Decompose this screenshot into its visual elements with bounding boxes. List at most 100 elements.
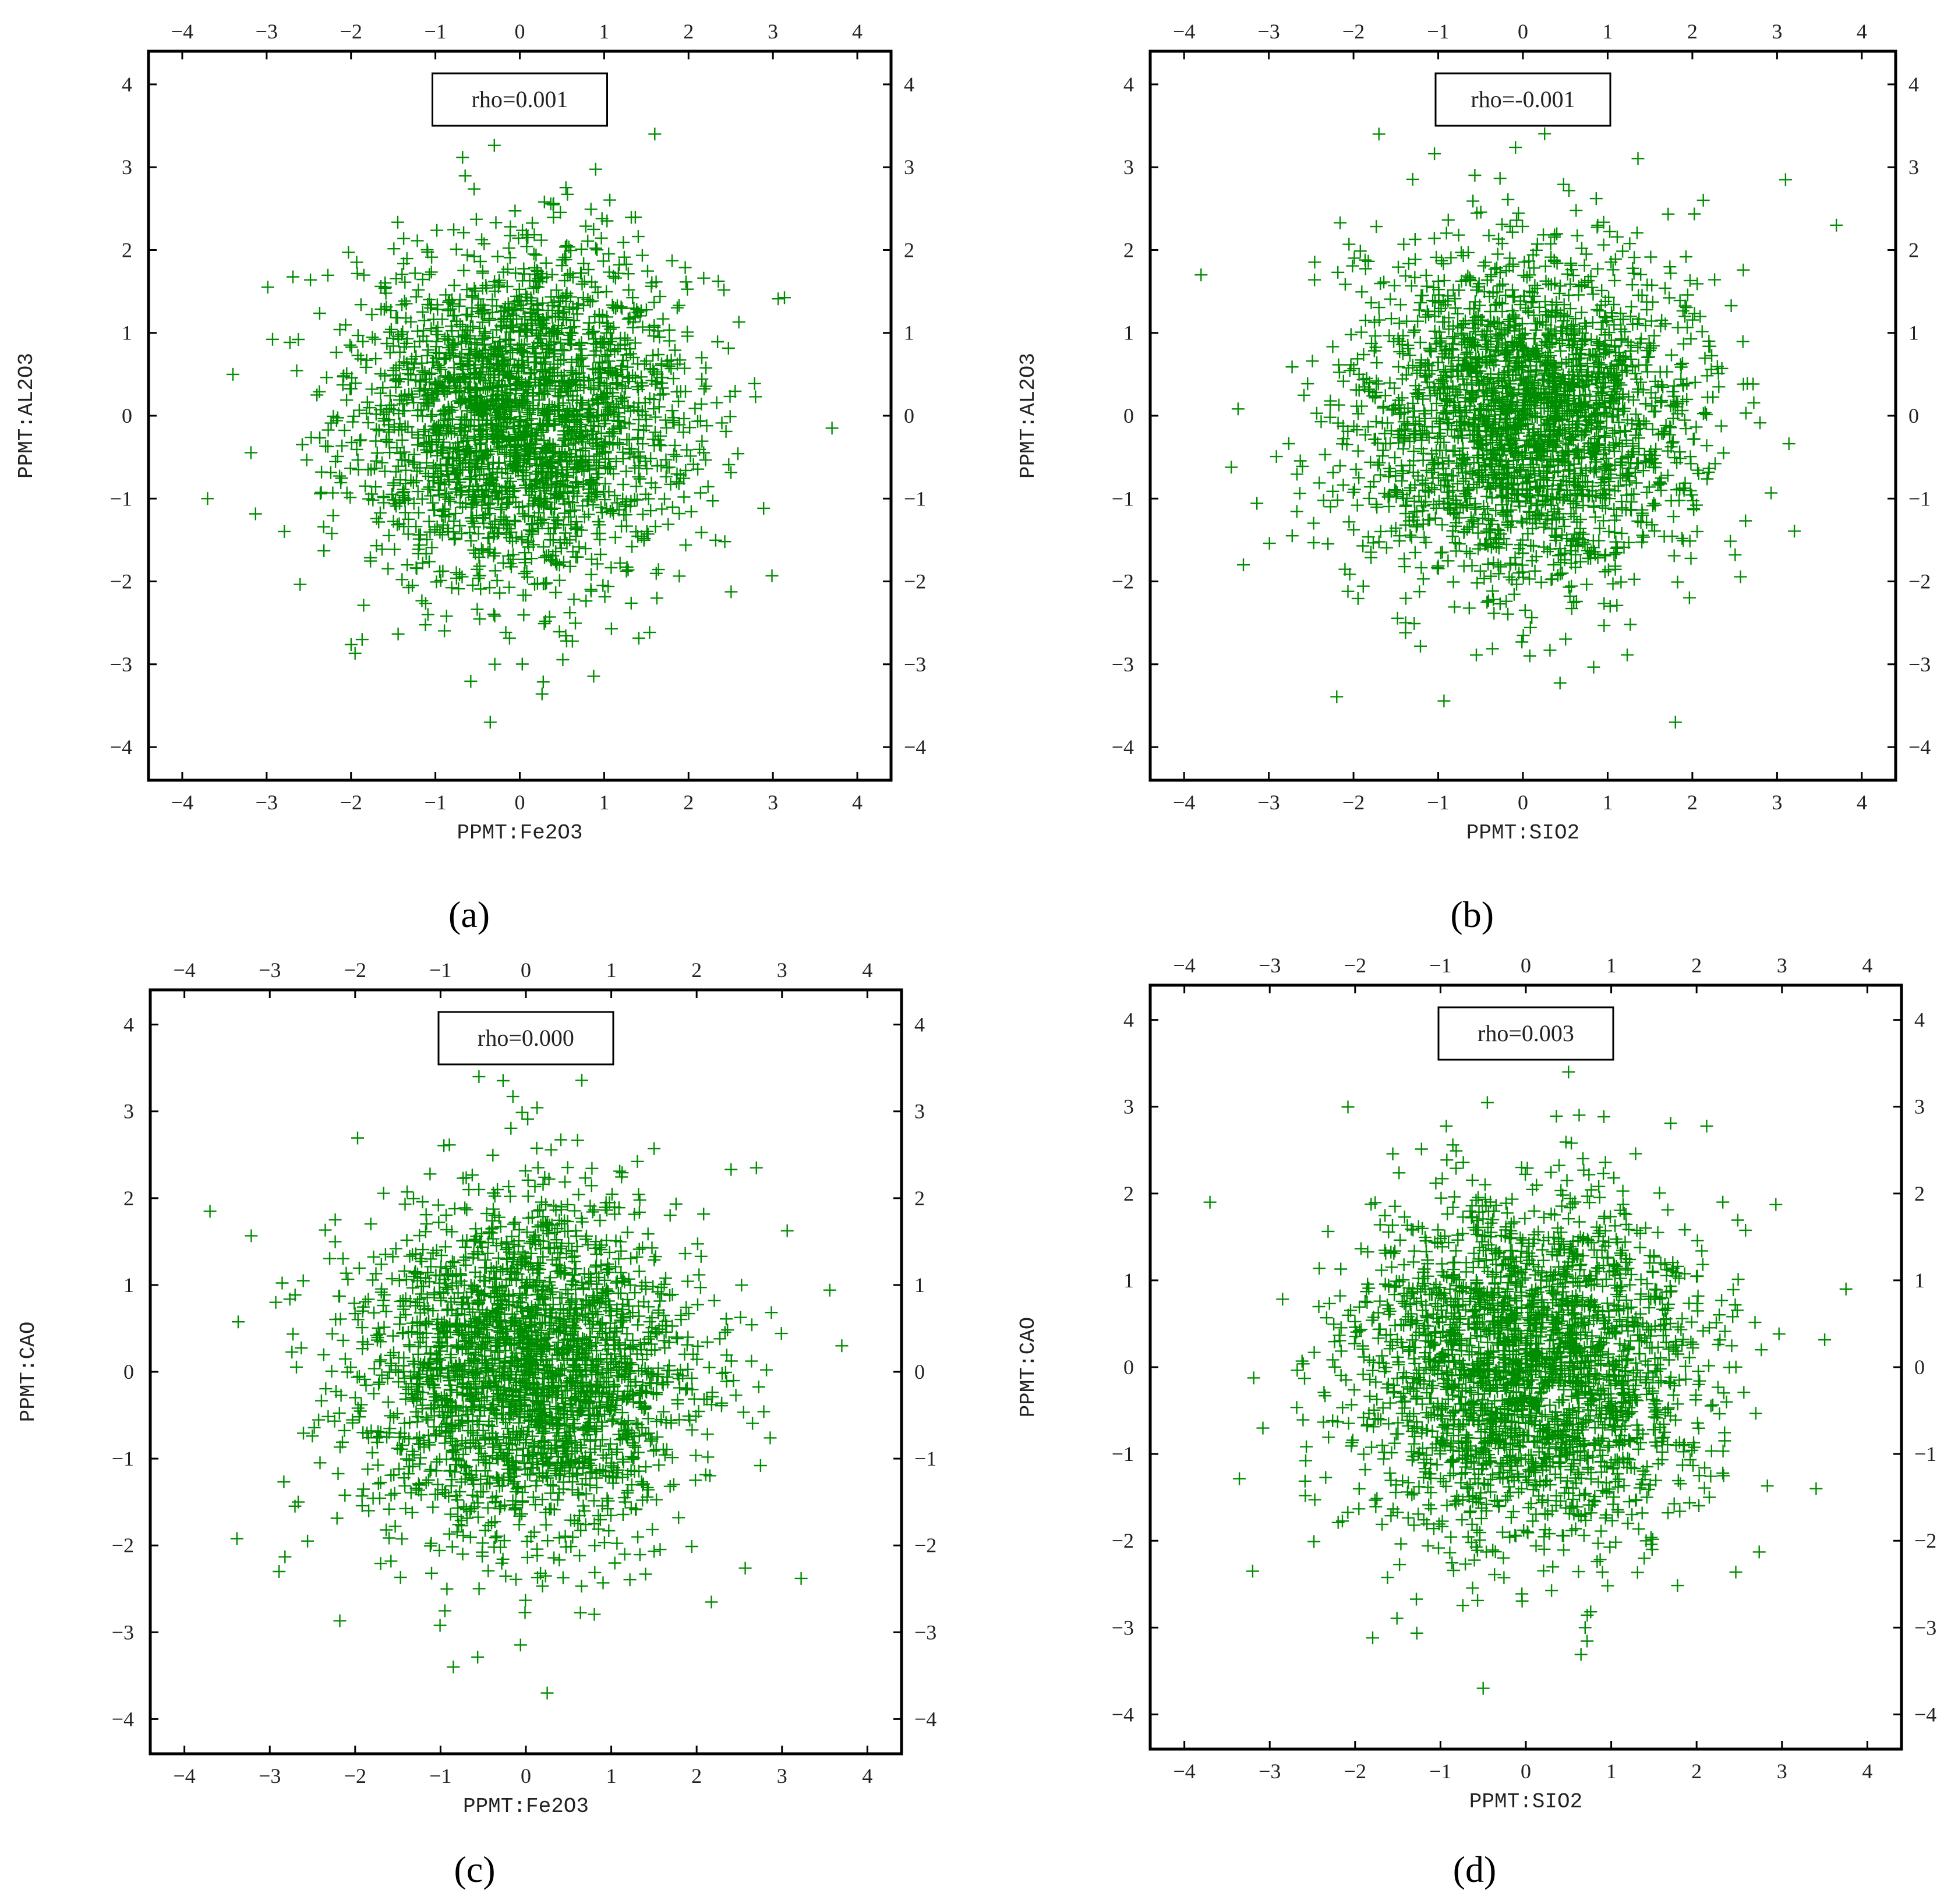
scatter-point <box>1407 325 1420 339</box>
scatter-point <box>423 555 436 568</box>
scatter-point <box>393 359 406 372</box>
scatter-point <box>606 425 618 438</box>
scatter-point <box>317 544 331 557</box>
scatter-point <box>540 270 553 284</box>
scatter-point <box>488 546 501 560</box>
scatter-point <box>480 281 493 295</box>
scatter-point <box>631 306 645 319</box>
scatter-point <box>424 489 437 502</box>
scatter-point <box>1560 484 1574 497</box>
scatter-point <box>1342 515 1356 529</box>
scatter-point <box>581 235 595 248</box>
scatter-point <box>463 454 476 467</box>
scatter-point <box>1485 427 1498 441</box>
scatter-point <box>1577 528 1590 541</box>
scatter-point <box>1477 259 1490 272</box>
scatter-point <box>699 380 713 393</box>
scatter-point <box>1466 521 1479 534</box>
scatter-point <box>411 234 424 247</box>
scatter-point <box>1491 247 1504 261</box>
scatter-point <box>314 486 328 499</box>
scatter-point <box>1543 330 1556 344</box>
scatter-point <box>1501 518 1514 531</box>
scatter-point <box>533 451 547 464</box>
scatter-point <box>483 581 496 594</box>
scatter-point <box>391 627 405 640</box>
scatter-point <box>1406 359 1419 372</box>
scatter-point <box>249 507 262 521</box>
scatter-point <box>504 313 517 325</box>
scatter-point <box>1457 484 1471 498</box>
scatter-point <box>1626 261 1639 275</box>
scatter-point <box>641 528 655 541</box>
scatter-point <box>698 382 711 395</box>
scatter-point <box>1512 496 1525 509</box>
scatter-point <box>1531 480 1544 494</box>
scatter-point <box>1659 281 1672 295</box>
scatter-point <box>1327 466 1339 479</box>
scatter-point <box>1734 570 1747 583</box>
scatter-point <box>443 371 457 385</box>
scatter-point <box>474 582 487 596</box>
scatter-point <box>476 264 489 278</box>
scatter-point <box>599 477 612 490</box>
y-tick-label-left: 2 <box>122 238 132 261</box>
scatter-point <box>472 305 486 318</box>
scatter-point <box>433 483 446 497</box>
scatter-point <box>384 304 398 317</box>
scatter-point <box>1472 542 1485 555</box>
scatter-point <box>1539 497 1552 511</box>
scatter-point <box>283 336 296 349</box>
scatter-point <box>443 405 457 419</box>
scatter-point <box>1565 263 1578 277</box>
scatter-point <box>351 329 365 342</box>
scatter-point <box>1404 349 1416 362</box>
scatter-point <box>1560 394 1574 408</box>
scatter-point <box>1524 621 1537 634</box>
scatter-point <box>1540 490 1553 503</box>
scatter-point <box>1619 425 1632 438</box>
scatter-point <box>1565 341 1579 354</box>
scatter-point <box>532 378 546 392</box>
scatter-point <box>584 406 598 419</box>
scatter-point <box>370 423 383 436</box>
scatter-point <box>330 346 343 359</box>
scatter-point <box>1317 494 1330 507</box>
x-tick-label-bottom: −1 <box>424 791 446 814</box>
scatter-point <box>570 353 583 366</box>
scatter-point <box>472 551 486 564</box>
scatter-point <box>436 447 449 460</box>
scatter-point <box>1516 477 1529 490</box>
scatter-point <box>1422 485 1435 498</box>
scatter-point <box>570 394 584 407</box>
scatter-point <box>1570 204 1583 217</box>
scatter-point <box>610 398 623 411</box>
scatter-point <box>1691 525 1704 538</box>
scatter-point <box>516 224 529 237</box>
scatter-point <box>1579 333 1592 346</box>
scatter-point <box>1486 422 1499 435</box>
scatter-point <box>1391 332 1405 345</box>
scatter-point <box>404 368 418 381</box>
scatter-point <box>503 581 516 594</box>
scatter-point <box>1565 378 1579 391</box>
scatter-point <box>1599 376 1612 390</box>
scatter-point <box>694 486 707 500</box>
scatter-point <box>1355 285 1369 299</box>
scatter-point <box>1712 367 1725 380</box>
y-tick-label-right: −2 <box>904 570 926 593</box>
scatter-point <box>411 324 424 338</box>
scatter-point <box>1594 415 1607 428</box>
scatter-point <box>575 243 588 256</box>
scatter-point <box>1313 476 1326 490</box>
scatter-point <box>635 370 648 384</box>
scatter-point <box>1683 591 1696 604</box>
scatter-point <box>547 417 561 431</box>
scatter-point <box>479 279 493 292</box>
scatter-point <box>292 333 305 346</box>
scatter-point <box>1333 459 1346 473</box>
scatter-point <box>1455 459 1468 473</box>
scatter-point <box>1597 597 1611 610</box>
scatter-point <box>1498 420 1512 434</box>
scatter-point <box>1486 436 1499 450</box>
